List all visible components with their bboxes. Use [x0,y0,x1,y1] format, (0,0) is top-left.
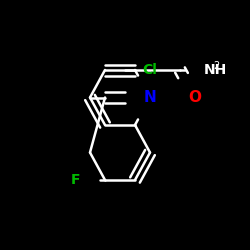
Text: Cl: Cl [142,63,158,77]
Text: NH: NH [204,63,227,77]
Text: N: N [144,90,156,105]
Text: 2: 2 [213,61,220,71]
Text: F: F [70,173,80,187]
Text: O: O [188,90,202,105]
